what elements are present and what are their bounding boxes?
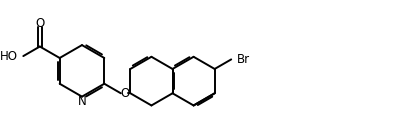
Text: N: N — [77, 95, 86, 108]
Text: O: O — [120, 87, 129, 100]
Text: O: O — [35, 17, 44, 30]
Text: HO: HO — [0, 50, 18, 63]
Text: Br: Br — [236, 53, 249, 66]
